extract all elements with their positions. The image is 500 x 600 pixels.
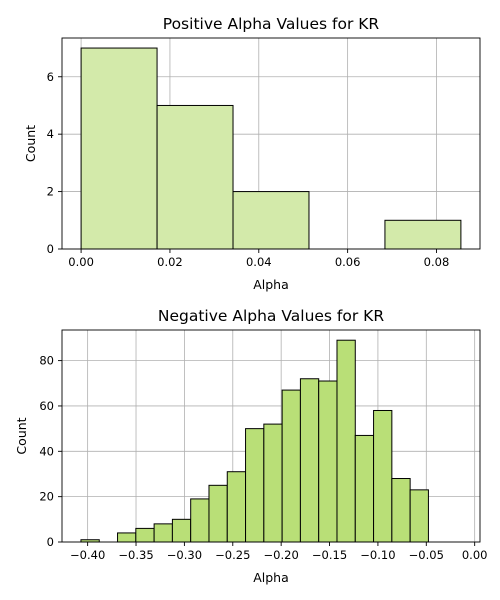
- y-axis-label: Count: [23, 125, 38, 162]
- x-tick-label: −0.30: [167, 548, 202, 562]
- x-tick-label: −0.05: [409, 548, 444, 562]
- x-tick-label: 0.06: [335, 255, 361, 269]
- x-tick-label: −0.35: [118, 548, 153, 562]
- chart-title: Negative Alpha Values for KR: [158, 307, 384, 325]
- histogram-bar: [232, 191, 310, 250]
- x-axis-label: Alpha: [253, 277, 289, 292]
- histogram-bar: [171, 518, 192, 543]
- histogram-bar: [281, 389, 301, 543]
- y-tick-label: 2: [47, 185, 54, 199]
- y-tick-label: 40: [39, 444, 54, 458]
- y-tick-label: 6: [47, 70, 54, 84]
- histogram-bar: [299, 378, 320, 543]
- ticks: −0.40 −0.35 −0.30 −0.25 −0.20 −0.15 −0.10 −0.05…: [39, 354, 487, 562]
- histogram-bar: [373, 409, 393, 543]
- histogram-bar: [117, 532, 137, 543]
- x-tick-label: −0.20: [264, 548, 299, 562]
- histogram-bar: [156, 104, 234, 250]
- histogram-bar: [391, 478, 411, 543]
- histogram-bar: [354, 434, 375, 543]
- x-tick-label: −0.25: [215, 548, 250, 562]
- y-tick-label: 20: [39, 490, 54, 504]
- plot-frame: [61, 329, 481, 543]
- x-tick-label: −0.15: [312, 548, 347, 562]
- histogram-bar: [80, 47, 158, 250]
- x-tick-label: −0.10: [360, 548, 395, 562]
- y-axis-label: Count: [14, 417, 29, 454]
- x-tick-label: 0.04: [246, 255, 272, 269]
- y-tick-label: 0: [47, 535, 54, 549]
- x-tick-label: 0.00: [462, 548, 488, 562]
- bars: [80, 339, 429, 543]
- histogram-bar: [153, 523, 173, 543]
- x-tick-label: −0.40: [70, 548, 105, 562]
- y-tick-label: 60: [39, 399, 54, 413]
- histogram-bar: [190, 498, 210, 543]
- histogram-bar: [318, 380, 338, 543]
- histogram-bar: [226, 471, 247, 543]
- x-tick-label: 0.00: [68, 255, 94, 269]
- plot-frame: [61, 37, 481, 250]
- histogram-bar: [263, 423, 283, 543]
- histogram-bar: [384, 219, 462, 250]
- chart-title: Positive Alpha Values for KR: [163, 15, 380, 33]
- histogram-bar: [208, 484, 228, 543]
- histogram-bar: [135, 527, 155, 543]
- negative-alpha-histogram: Negative Alpha Values for KR −0.40 −0.35−…: [14, 307, 487, 585]
- positive-alpha-histogram: Positive Alpha Values for KR 0.00 0.02 0.0…: [23, 15, 481, 292]
- y-tick-label: 4: [47, 127, 54, 141]
- x-tick-label: 0.02: [157, 255, 183, 269]
- histogram-bar: [336, 339, 356, 543]
- y-tick-label: 0: [47, 242, 54, 256]
- histogram-bar: [409, 489, 429, 543]
- histogram-bar: [245, 428, 265, 543]
- y-tick-label: 80: [39, 354, 54, 368]
- bars: [80, 47, 462, 250]
- x-axis-label: Alpha: [253, 570, 289, 585]
- x-tick-label: 0.08: [424, 255, 450, 269]
- ticks: 0.00 0.02 0.04 0.06 0.08 0 2 4 6: [47, 70, 450, 269]
